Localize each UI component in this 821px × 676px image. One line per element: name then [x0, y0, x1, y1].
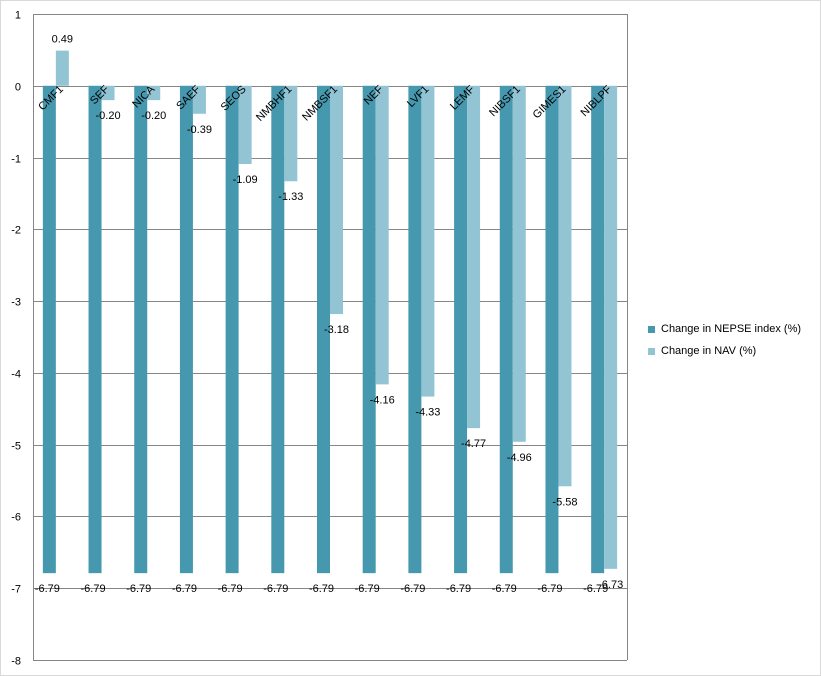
legend-swatch-nepse [648, 325, 655, 333]
legend-swatch-nav [648, 347, 655, 355]
data-label-nav: -6.73 [598, 579, 623, 591]
bar-nav [238, 85, 252, 165]
data-label-nav: -4.33 [415, 407, 440, 419]
bar-nepse [271, 85, 285, 574]
legend-item-nav: Change in NAV (%) [648, 340, 801, 362]
bar-nav [512, 85, 526, 442]
bar-nav [467, 85, 481, 429]
bar-nav [55, 50, 69, 86]
y-tick-label: -6 [11, 512, 21, 524]
data-label-nepse: -6.79 [446, 583, 471, 595]
y-tick-label: -4 [11, 369, 21, 381]
y-tick-label: 1 [15, 10, 21, 22]
data-label-nav: -4.77 [461, 438, 486, 450]
data-label-nav: -0.20 [141, 110, 166, 122]
bar-nav [147, 85, 161, 101]
data-label-nepse: -6.79 [80, 583, 105, 595]
y-tick-label: -2 [11, 225, 21, 237]
bar-nepse [499, 85, 513, 574]
legend-label-nepse: Change in NEPSE index (%) [661, 323, 802, 335]
bar-nepse [591, 85, 605, 574]
bar-nav [375, 85, 389, 385]
data-label-nepse: -6.79 [492, 583, 517, 595]
data-label-nepse: -6.79 [309, 583, 334, 595]
y-tick-label: -1 [11, 154, 21, 166]
data-label-nepse: -6.79 [126, 583, 151, 595]
legend: Change in NEPSE index (%) Change in NAV … [648, 318, 801, 362]
bar-nav [330, 85, 343, 315]
y-tick-label: -5 [11, 441, 21, 453]
bar-nav [192, 85, 206, 114]
data-label-nepse: -6.79 [263, 583, 288, 595]
bar-nepse [545, 85, 559, 574]
bar-nepse [454, 85, 468, 574]
bar-nepse [362, 85, 376, 574]
data-label-nav: -1.33 [278, 191, 303, 203]
bar-nav [421, 85, 435, 397]
data-label-nav: -0.39 [187, 124, 212, 136]
bar-nepse [225, 85, 239, 574]
data-label-nepse: -6.79 [400, 583, 425, 595]
bar-nepse [317, 85, 330, 574]
data-label-nepse: -6.79 [355, 583, 380, 595]
data-label-nepse: -6.79 [172, 583, 197, 595]
data-label-nav: -1.09 [233, 174, 258, 186]
data-label-nav: -3.18 [324, 324, 349, 336]
bar-nepse [179, 85, 193, 574]
legend-item-nepse: Change in NEPSE index (%) [648, 318, 801, 340]
data-label-nav: -4.16 [370, 394, 395, 406]
data-label-nav: -0.20 [95, 110, 120, 122]
data-label-nepse: -6.79 [218, 583, 243, 595]
data-label-nepse: -6.79 [537, 583, 562, 595]
y-tick-label: -7 [11, 584, 21, 596]
bar-nepse [408, 85, 422, 574]
y-tick-label: -3 [11, 297, 21, 309]
data-label-nav: -5.58 [552, 496, 577, 508]
data-label-nepse: -6.79 [35, 583, 60, 595]
y-tick-label: 0 [15, 82, 21, 94]
bar-nav [101, 85, 115, 101]
legend-label-nav: Change in NAV (%) [661, 345, 757, 357]
data-label-nav: 0.49 [52, 34, 73, 46]
bar-nav [604, 85, 618, 569]
data-label-nepse: -6.79 [583, 583, 608, 595]
bar-nepse [88, 85, 102, 574]
bar-nepse [134, 85, 148, 574]
data-label-nav: -4.96 [507, 452, 532, 464]
bar-nepse [42, 85, 56, 574]
bar-nav [284, 85, 298, 182]
bar-nav [558, 85, 572, 487]
y-tick-label: -8 [11, 656, 21, 668]
